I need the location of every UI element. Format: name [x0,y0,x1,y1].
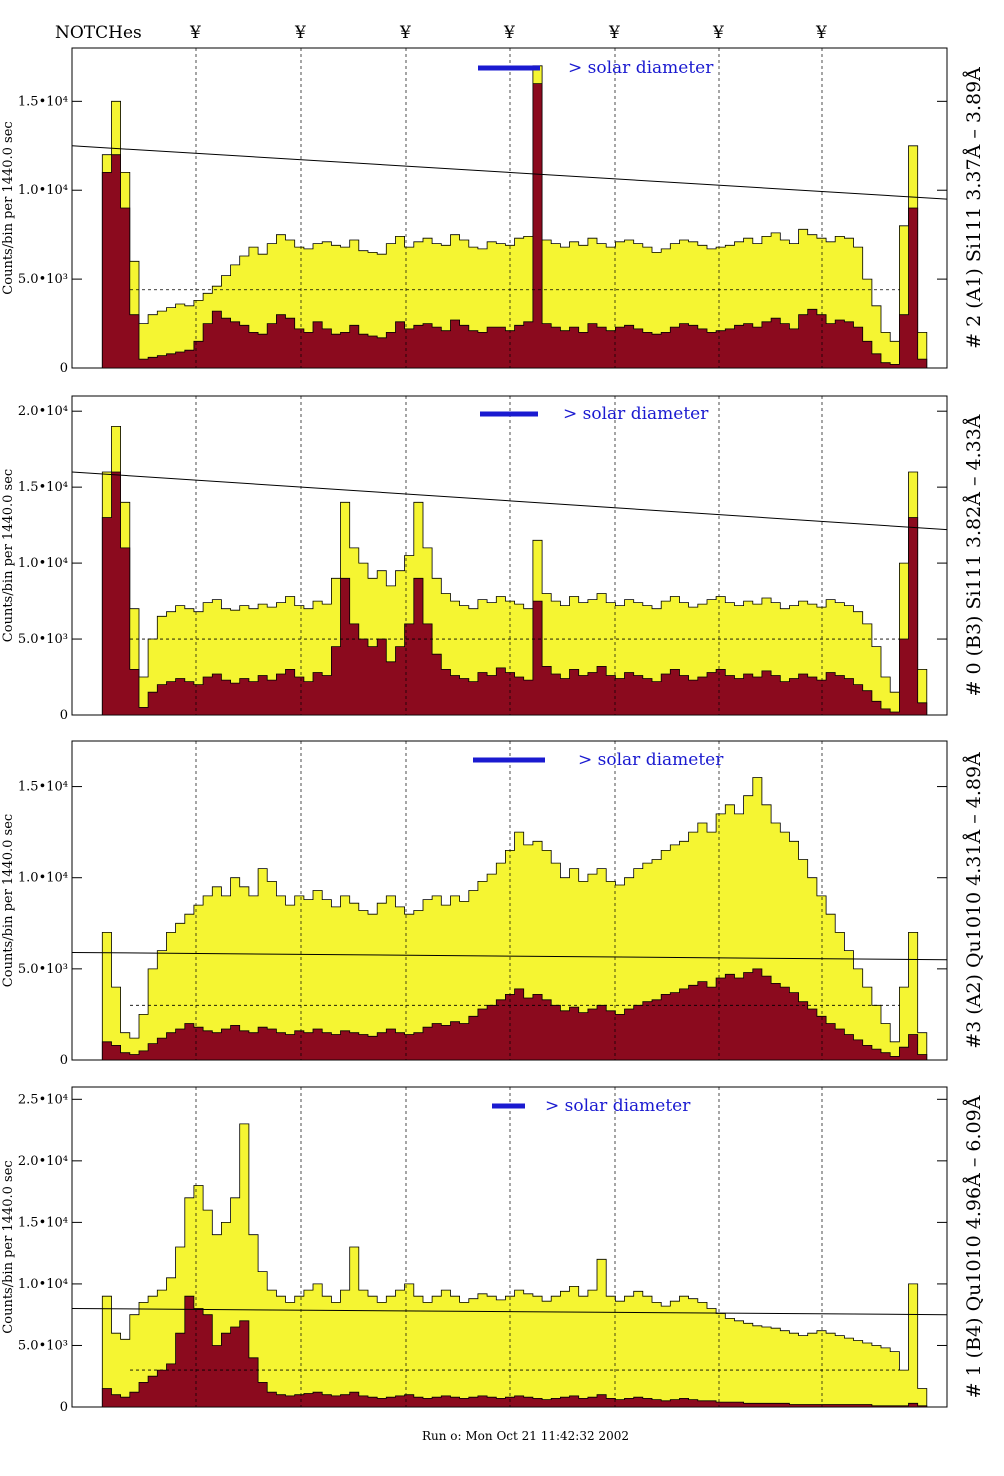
ytick-label: 1.5•10⁴ [18,94,68,109]
ytick-label: 5.0•10³ [18,272,68,287]
threshold-line [71,1308,948,1316]
ytick-label: 5.0•10³ [18,632,68,647]
ytick-label: 5.0•10³ [18,962,68,977]
notch-marker: ¥ [712,23,724,43]
ytick-label: 2.5•10⁴ [18,1092,68,1107]
ytick-label: 0 [60,1400,68,1415]
y-axis-label: Counts/bin per 1440.0 sec [1,121,16,294]
ytick-label: 2.0•10⁴ [18,404,68,419]
ytick-label: 1.5•10⁴ [18,480,68,495]
ytick-label: 0 [60,361,68,376]
legend-label: > solar diameter [545,1096,691,1116]
panel-side-label: # 0 (B3) Si111 3.82Å – 4.33Å [963,414,985,696]
ytick-label: 1.0•10⁴ [18,556,68,571]
legend-label: > solar diameter [578,750,724,770]
y-axis-label: Counts/bin per 1440.0 sec [1,469,16,642]
histogram-total [84,65,936,369]
panel-2: 0 5.0•10³ 1.0•10⁴ 1.5•10⁴ Counts/bin per 144… [1,740,985,1068]
notch-marker: ¥ [503,23,515,43]
panel-side-label: # 1 (B4) Qu1010 4.96Å – 6.09Å [963,1095,985,1398]
histogram-total [84,426,936,716]
run-stamp: Run o: Mon Oct 21 11:42:32 2002 [422,1429,629,1443]
ytick-label: 2.0•10⁴ [18,1154,68,1169]
ytick-label: 1.5•10⁴ [18,1215,68,1230]
notch-marker: ¥ [608,23,620,43]
notch-marker: ¥ [294,23,306,43]
histogram-subset [84,968,936,1061]
notch-marker: ¥ [399,23,411,43]
threshold-line [71,471,948,531]
y-axis-label: Counts/bin per 1440.0 sec [1,1160,16,1333]
notches-label: NOTCHes [55,23,142,43]
legend-label: > solar diameter [563,404,709,424]
ytick-label: 0 [60,708,68,723]
histogram-total [84,1123,936,1408]
panel-1: 0 5.0•10³ 1.0•10⁴ 1.5•10⁴ 2.0•10⁴ Counts/bin … [1,395,985,723]
ytick-label: 1.5•10⁴ [18,780,68,795]
ytick-label: 0 [60,1053,68,1068]
threshold-line [71,145,948,200]
ytick-label: 1.0•10⁴ [18,871,68,886]
panel-side-label: # 2 (A1) Si111 3.37Å – 3.89Å [963,67,985,349]
notch-marker: ¥ [189,23,201,43]
notch-markers: ¥ ¥ ¥ ¥ ¥ ¥ ¥ [189,23,827,43]
histogram-subset [84,1295,936,1408]
panel-3: 0 5.0•10³ 1.0•10⁴ 1.5•10⁴ 2.0•10⁴ 2.5•10⁴ Coun… [1,1086,985,1415]
panel-side-label: #3 (A2) Qu1010 4.31Å – 4.89Å [963,752,985,1049]
y-axis-label: Counts/bin per 1440.0 sec [1,814,16,987]
histogram-subset [84,471,936,716]
ytick-label: 1.0•10⁴ [18,1277,68,1292]
ytick-label: 5.0•10³ [18,1338,68,1353]
threshold-line [71,951,948,961]
histogram-subset [84,83,936,369]
notch-marker: ¥ [815,23,827,43]
ytick-label: 1.0•10⁴ [18,183,68,198]
legend-label: > solar diameter [568,58,714,78]
